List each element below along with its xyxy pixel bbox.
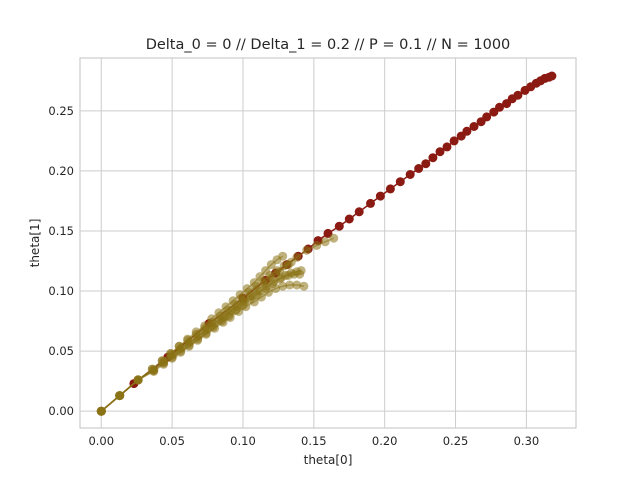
y-tick-label: 0.05 (48, 344, 74, 358)
data-point (285, 280, 295, 290)
data-point (96, 406, 106, 416)
data-point (191, 329, 201, 339)
x-tick-label: 0.20 (372, 434, 398, 448)
y-tick-label: 0.25 (48, 104, 74, 118)
chart-title: Delta_0 = 0 // Delta_1 = 0.2 // P = 0.1 … (146, 37, 511, 53)
x-tick-label: 0.00 (88, 434, 114, 448)
series-layer (96, 71, 557, 416)
data-point (547, 71, 557, 81)
data-point (278, 251, 288, 261)
y-tick-label: 0.00 (48, 404, 74, 418)
data-point (375, 191, 385, 201)
data-point (207, 317, 217, 327)
data-point (312, 240, 322, 250)
data-point (271, 284, 281, 294)
series-line (100, 284, 305, 412)
x-tick-label: 0.10 (230, 434, 256, 448)
data-point (244, 287, 254, 297)
data-point (147, 364, 157, 374)
data-point (385, 184, 395, 194)
y-tick-label: 0.15 (48, 224, 74, 238)
series-line (100, 261, 292, 412)
data-point (222, 305, 232, 315)
x-tick-label: 0.25 (443, 434, 469, 448)
data-point (395, 177, 405, 187)
data-point (292, 280, 302, 290)
data-point (329, 233, 339, 243)
data-point (449, 136, 459, 146)
series-3 (96, 280, 309, 416)
data-point (237, 293, 247, 303)
data-point (366, 198, 375, 208)
data-point (251, 281, 261, 291)
plot-frame (79, 57, 577, 429)
data-point (421, 159, 431, 169)
data-point (279, 261, 289, 271)
data-point (469, 122, 479, 131)
data-point (200, 323, 210, 333)
x-axis-label: theta[0] (304, 453, 353, 467)
data-point (320, 237, 330, 247)
data-point (428, 153, 438, 163)
data-point (334, 221, 344, 231)
data-point (157, 356, 167, 366)
data-point (230, 299, 239, 309)
data-point (286, 257, 296, 267)
data-point (414, 164, 424, 173)
data-point (462, 126, 472, 136)
data-point (495, 102, 504, 112)
x-tick-label: 0.05 (159, 434, 185, 448)
x-tick-label: 0.30 (514, 434, 540, 448)
data-point (174, 341, 184, 351)
data-point (133, 375, 143, 385)
data-point (272, 266, 282, 276)
data-point (215, 311, 225, 321)
data-point (344, 214, 354, 224)
data-point (115, 391, 125, 401)
data-point (299, 281, 309, 291)
data-point (258, 276, 268, 286)
y-axis-label: theta[1] (28, 219, 42, 268)
y-tick-label: 0.10 (48, 284, 74, 298)
data-point (276, 273, 286, 283)
data-point (513, 90, 523, 100)
data-point (166, 349, 176, 358)
data-point (265, 270, 275, 280)
data-point (278, 281, 288, 291)
data-point (435, 147, 445, 157)
data-point (354, 207, 364, 217)
data-point (405, 170, 415, 179)
data-point (442, 142, 452, 152)
x-tick-label: 0.15 (301, 434, 327, 448)
data-point (302, 245, 312, 255)
y-tick-label: 0.20 (48, 164, 74, 178)
series-6 (96, 257, 296, 416)
data-point (482, 112, 492, 122)
data-point (295, 269, 305, 279)
tick-labels: 0.00 0.05 0.10 0.15 0.20 0.25 0.30 0.00 0.05 0.10… (48, 104, 539, 448)
data-point (183, 335, 193, 345)
